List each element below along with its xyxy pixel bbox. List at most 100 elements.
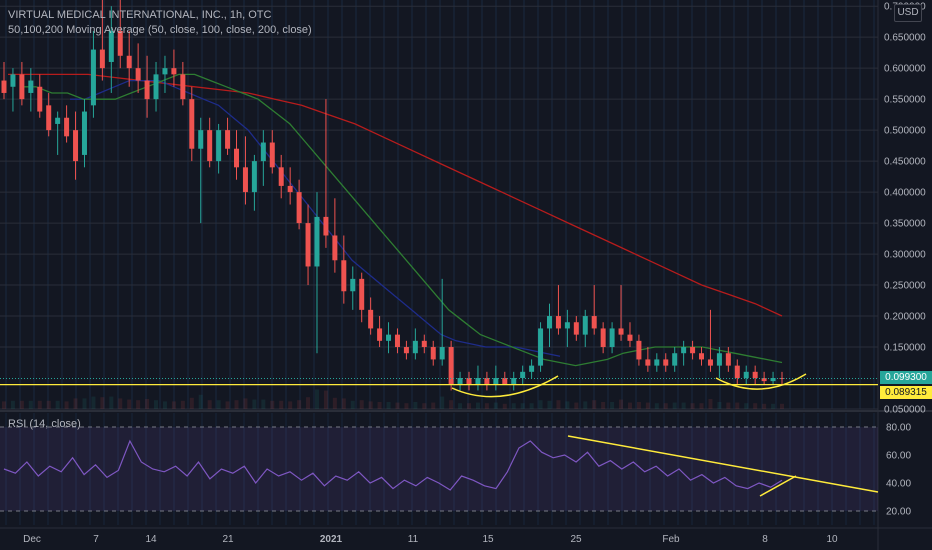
volume-bar	[708, 399, 713, 409]
candle-body	[28, 80, 34, 93]
candle-body	[37, 86, 43, 112]
candle-body	[216, 130, 222, 162]
horizontal-line-tag: 0.089315	[880, 385, 932, 399]
rsi-band	[0, 427, 878, 511]
volume-bar	[511, 403, 516, 409]
candle-body	[654, 359, 660, 366]
volume-bars	[2, 389, 784, 409]
volume-bar	[243, 398, 248, 409]
volume-bar	[627, 402, 632, 409]
candle-body	[546, 316, 552, 329]
time-tick-label: Dec	[23, 534, 41, 545]
candle-body	[350, 278, 356, 292]
volume-bar	[368, 401, 373, 409]
candle-body	[81, 111, 87, 155]
volume-bar	[261, 399, 266, 409]
time-tick-label: 21	[222, 534, 234, 545]
volume-bar	[592, 400, 597, 409]
volume-bar	[234, 400, 239, 409]
volume-bar	[556, 400, 561, 409]
time-tick-label: 2021	[320, 534, 343, 545]
candle-body	[332, 235, 338, 261]
rsi-tick-label: 20.00	[886, 507, 911, 518]
rsi-trendline	[567, 435, 879, 493]
candle-body	[770, 378, 776, 382]
price-tick-label: 0.600000	[884, 64, 926, 75]
drawings	[451, 373, 879, 497]
volume-bar	[672, 402, 677, 409]
rsi-label[interactable]: RSI (14, close)	[8, 418, 81, 430]
volume-bar	[422, 403, 427, 409]
volume-bar	[306, 397, 311, 409]
candle-body	[198, 130, 204, 149]
candle-body	[234, 148, 240, 168]
volume-bar	[377, 402, 382, 409]
candle-body	[144, 80, 150, 100]
volume-bar	[753, 403, 758, 409]
candle-body	[117, 30, 123, 56]
volume-bar	[583, 401, 588, 409]
volume-bar	[547, 400, 552, 409]
volume-bar	[332, 397, 337, 409]
chart-title: VIRTUAL MEDICAL INTERNATIONAL, INC., 1h,…	[8, 9, 272, 21]
candle-body	[251, 161, 257, 193]
volume-bar	[288, 401, 293, 409]
volume-bar	[91, 396, 96, 409]
candle-body	[314, 216, 320, 267]
volume-bar	[207, 400, 212, 409]
volume-bar	[118, 398, 123, 409]
cup-curve-right	[715, 373, 807, 390]
candle-body	[618, 328, 624, 335]
candle-body	[341, 260, 347, 292]
moving-averages	[8, 73, 783, 367]
candle-body	[493, 378, 499, 385]
volume-bar	[73, 398, 78, 409]
time-tick-label: 7	[93, 534, 99, 545]
volume-bar	[395, 402, 400, 409]
candle-body	[716, 353, 722, 366]
volume-bar	[359, 400, 364, 409]
candle-body	[743, 371, 749, 379]
ma-indicator-label[interactable]: 50,100,200 Moving Average (50, close, 10…	[8, 24, 312, 36]
candle-body	[278, 167, 284, 186]
ma100-line	[70, 79, 561, 357]
candle-body	[502, 378, 508, 385]
volume-bar	[270, 400, 275, 409]
time-tick-label: 11	[408, 534, 419, 545]
volume-bar	[475, 402, 480, 409]
candle-body	[108, 30, 114, 62]
price-tick-label: 0.200000	[884, 312, 926, 323]
volume-bar	[440, 396, 445, 409]
candle-body	[484, 378, 490, 385]
rsi-tick-label: 40.00	[886, 479, 911, 490]
volume-bar	[458, 403, 463, 409]
volume-bar	[538, 400, 543, 409]
candle-body	[296, 192, 302, 224]
candle-body	[475, 378, 481, 385]
candle-body	[242, 167, 248, 193]
volume-bar	[28, 400, 33, 409]
price-tick-label: 0.150000	[884, 343, 926, 354]
volume-bar	[189, 397, 194, 409]
volume-bar	[145, 399, 150, 409]
candle-body	[180, 74, 186, 100]
rsi-line	[3, 439, 783, 491]
volume-bar	[404, 403, 409, 409]
candle-body	[403, 347, 409, 354]
currency-badge[interactable]: USD	[894, 4, 922, 22]
volume-bar	[610, 402, 615, 409]
candle-body	[439, 347, 445, 360]
volume-bar	[762, 403, 767, 409]
volume-bar	[681, 402, 686, 409]
candle-body	[386, 334, 392, 341]
candle-body	[555, 316, 561, 329]
candle-body	[225, 130, 231, 149]
candle-body	[421, 340, 427, 348]
candle-body	[448, 347, 454, 385]
volume-bar	[350, 400, 355, 409]
volume-bar	[109, 396, 114, 409]
volume-bar	[636, 402, 641, 409]
volume-bar	[574, 402, 579, 409]
volume-bar	[565, 401, 570, 409]
